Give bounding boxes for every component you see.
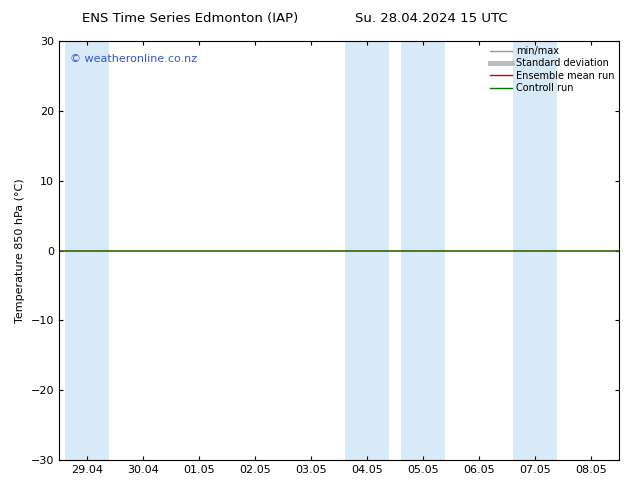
- Y-axis label: Temperature 850 hPa (°C): Temperature 850 hPa (°C): [15, 178, 25, 323]
- Bar: [512, 41, 557, 460]
- Text: ENS Time Series Edmonton (IAP): ENS Time Series Edmonton (IAP): [82, 12, 299, 25]
- Legend: min/max, Standard deviation, Ensemble mean run, Controll run: min/max, Standard deviation, Ensemble me…: [488, 44, 616, 95]
- Bar: [401, 41, 445, 460]
- Bar: [65, 41, 109, 460]
- Bar: [344, 41, 389, 460]
- Text: Su. 28.04.2024 15 UTC: Su. 28.04.2024 15 UTC: [355, 12, 507, 25]
- Text: © weatheronline.co.nz: © weatheronline.co.nz: [70, 53, 197, 64]
